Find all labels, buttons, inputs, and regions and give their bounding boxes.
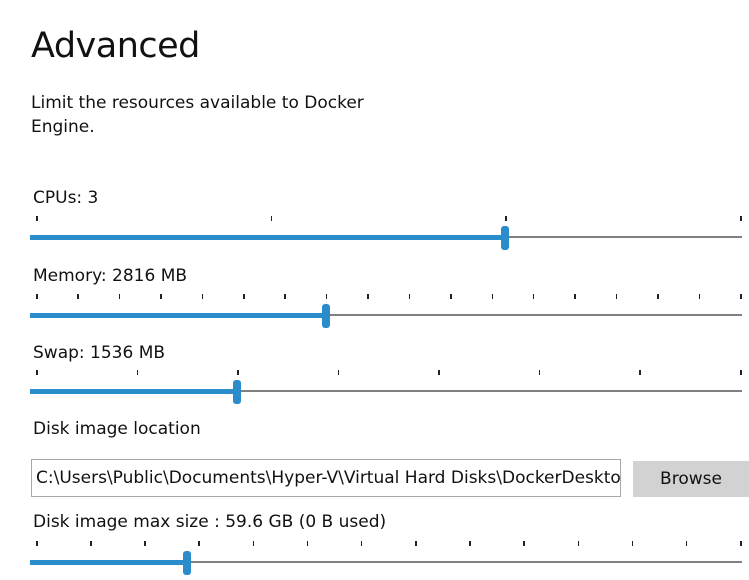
slider-fill <box>30 235 506 240</box>
slider-track[interactable] <box>30 314 742 316</box>
slider-tick <box>252 541 255 546</box>
slider-tick <box>136 370 139 375</box>
slider-tick <box>198 541 200 546</box>
slider-tick <box>740 370 742 375</box>
memory-slider[interactable] <box>30 294 742 328</box>
slider-tick <box>90 541 92 546</box>
slider-tick <box>491 294 494 299</box>
slider-tick <box>284 294 286 299</box>
slider-fill <box>30 389 238 394</box>
slider-tick <box>36 541 38 546</box>
slider-tick <box>325 294 328 299</box>
slider-tick <box>36 370 38 375</box>
disk-location-label: Disk image location <box>33 419 201 439</box>
slider-tick <box>631 541 634 546</box>
slider-tick <box>740 216 742 221</box>
cpus-label: CPUs: 3 <box>33 188 99 208</box>
slider-fill <box>30 313 326 318</box>
slider-tick <box>657 294 659 299</box>
memory-label: Memory: 2816 MB <box>33 266 188 286</box>
slider-tick <box>438 370 440 375</box>
slider-tick <box>243 294 245 299</box>
slider-tick <box>698 294 701 299</box>
slider-tick <box>270 216 273 221</box>
disk-size-slider[interactable] <box>30 541 742 575</box>
disk-size-label: Disk image max size : 59.6 GB (0 B used) <box>33 512 387 532</box>
slider-tick <box>523 541 525 546</box>
slider-tick <box>415 541 417 546</box>
slider-tick <box>505 216 507 221</box>
description: Limit the resources available to Docker … <box>31 93 364 137</box>
slider-tick <box>360 541 363 546</box>
slider-thumb[interactable] <box>501 226 510 250</box>
slider-thumb[interactable] <box>321 304 330 328</box>
slider-thumb[interactable] <box>233 380 242 404</box>
slider-tick <box>538 370 541 375</box>
page-title: Advanced <box>31 26 200 66</box>
slider-tick <box>337 370 340 375</box>
slider-tick <box>144 541 146 546</box>
disk-location-input[interactable]: C:\Users\Public\Documents\Hyper-V\Virtua… <box>31 459 621 497</box>
slider-tick <box>469 541 471 546</box>
browse-button[interactable]: Browse <box>633 461 749 497</box>
slider-tick <box>201 294 204 299</box>
slider-tick <box>685 541 688 546</box>
slider-tick <box>577 541 580 546</box>
slider-tick <box>160 294 162 299</box>
slider-tick <box>367 294 369 299</box>
slider-tick <box>740 294 742 299</box>
swap-slider[interactable] <box>30 370 742 404</box>
slider-track[interactable] <box>30 561 742 563</box>
slider-fill <box>30 560 187 565</box>
slider-thumb[interactable] <box>182 551 191 575</box>
swap-label: Swap: 1536 MB <box>33 343 166 363</box>
slider-tick <box>450 294 452 299</box>
slider-tick <box>237 370 239 375</box>
slider-tick <box>77 294 79 299</box>
slider-tick <box>615 294 618 299</box>
slider-tick <box>306 541 309 546</box>
slider-tick <box>740 541 742 546</box>
slider-tick <box>118 294 121 299</box>
slider-tick <box>36 216 38 221</box>
slider-track[interactable] <box>30 390 742 392</box>
slider-tick <box>408 294 411 299</box>
slider-tick <box>36 294 38 299</box>
slider-tick <box>532 294 535 299</box>
slider-tick <box>639 370 641 375</box>
cpus-slider[interactable] <box>30 216 742 250</box>
slider-tick <box>574 294 576 299</box>
